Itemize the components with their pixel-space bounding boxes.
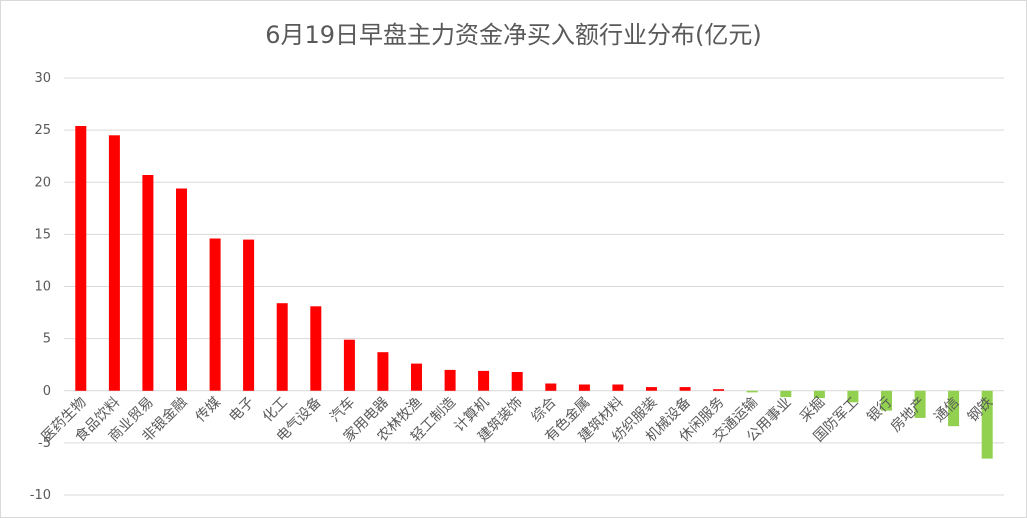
bar bbox=[176, 188, 187, 391]
bar bbox=[948, 390, 960, 427]
bar bbox=[679, 387, 691, 391]
bar bbox=[545, 383, 557, 391]
bars bbox=[75, 126, 993, 459]
bar bbox=[981, 390, 993, 459]
bar bbox=[914, 390, 926, 418]
bar bbox=[881, 390, 892, 411]
bar bbox=[343, 339, 355, 391]
chart-title: 6月19日早盘主力资金净买入额行业分布(亿元) bbox=[265, 21, 762, 49]
bar bbox=[478, 370, 490, 391]
y-tick-label: 0 bbox=[43, 384, 51, 399]
y-axis-ticks: 30 25 20 15 10 5 0 -5 -10 bbox=[30, 71, 51, 503]
bar bbox=[578, 384, 590, 391]
x-category-label: 传媒 bbox=[193, 394, 224, 425]
gridlines bbox=[64, 77, 1004, 496]
bar bbox=[713, 389, 725, 391]
bar bbox=[209, 238, 221, 391]
bar bbox=[813, 390, 825, 399]
bar bbox=[108, 135, 120, 391]
y-tick-label: 15 bbox=[34, 227, 51, 242]
bar bbox=[411, 363, 422, 391]
y-tick-label: -5 bbox=[38, 436, 51, 451]
bar bbox=[444, 369, 456, 391]
bar bbox=[847, 390, 859, 403]
bar bbox=[746, 390, 758, 393]
bar bbox=[243, 239, 255, 391]
y-tick-label: 10 bbox=[34, 280, 51, 295]
bar bbox=[377, 352, 389, 391]
bar bbox=[142, 175, 154, 391]
y-tick-label: 30 bbox=[34, 71, 51, 86]
y-tick-label: 20 bbox=[34, 175, 51, 190]
y-tick-label: 5 bbox=[43, 332, 51, 347]
bar bbox=[276, 303, 288, 391]
y-tick-label: 25 bbox=[34, 123, 51, 138]
bar bbox=[646, 387, 657, 391]
bar bbox=[780, 390, 792, 398]
bar bbox=[511, 372, 523, 391]
y-tick-label: -10 bbox=[30, 488, 51, 503]
x-category-label: 电子 bbox=[226, 394, 257, 425]
bar bbox=[310, 306, 322, 391]
bar bbox=[75, 126, 87, 391]
bar bbox=[612, 384, 624, 391]
